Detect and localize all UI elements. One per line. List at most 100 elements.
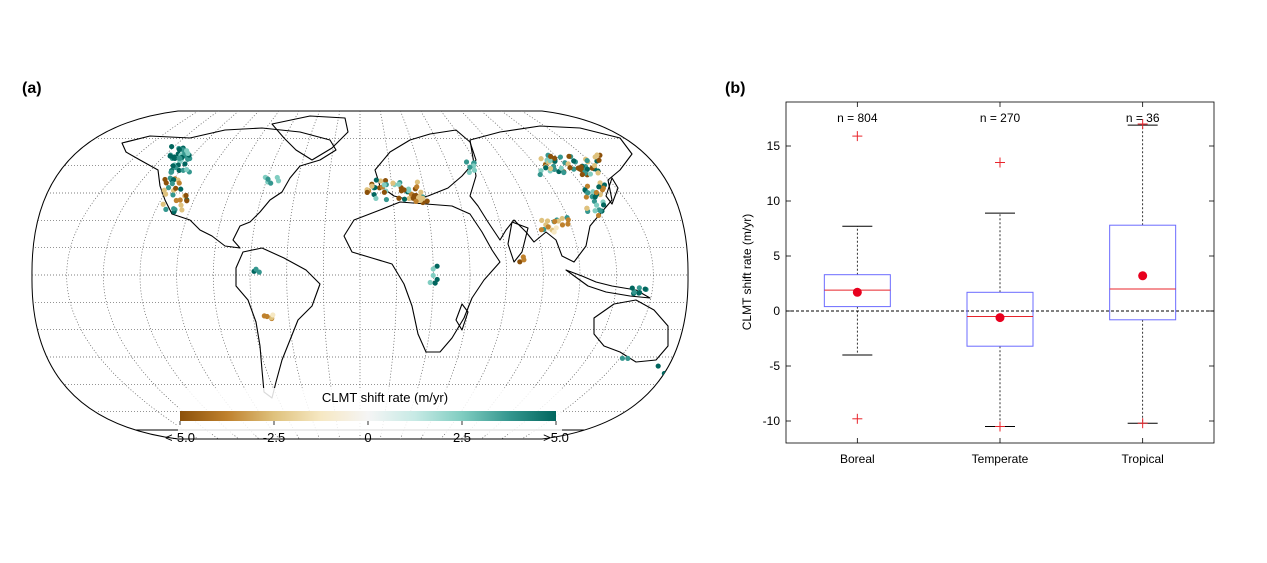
- meridian-line: [66, 111, 199, 439]
- colorbar-tick-label: >5.0: [543, 430, 569, 445]
- meridian-line: [323, 111, 341, 439]
- site-point: [265, 176, 271, 182]
- site-point: [414, 179, 421, 185]
- site-point: [543, 165, 549, 171]
- site-point: [566, 153, 572, 159]
- site-point: [167, 153, 173, 159]
- site-point: [270, 312, 276, 318]
- site-point: [369, 183, 375, 189]
- meridian-line: [521, 111, 654, 439]
- panel-a-label: (a): [22, 80, 42, 97]
- panel-b-label: (b): [725, 80, 746, 97]
- site-point: [545, 224, 551, 230]
- site-point: [596, 207, 602, 213]
- site-point: [274, 174, 280, 181]
- colorbar-title: CLMT shift rate (m/yr): [322, 390, 448, 405]
- site-point: [378, 178, 384, 184]
- site-points: [160, 143, 675, 377]
- site-point: [571, 158, 577, 164]
- x-tick-label: Tropical: [1122, 452, 1164, 466]
- site-point: [171, 206, 177, 212]
- y-axis-label: CLMT shift rate (m/yr): [740, 214, 754, 330]
- site-point: [413, 198, 419, 204]
- site-point: [517, 259, 523, 265]
- site-point: [561, 169, 567, 176]
- greenland-outline: [271, 115, 349, 161]
- mean-point: [852, 287, 862, 297]
- site-point: [600, 185, 607, 191]
- site-point: [430, 272, 436, 279]
- site-point: [396, 181, 402, 187]
- mean-point: [995, 313, 1005, 323]
- site-point: [591, 163, 598, 169]
- site-point: [406, 187, 412, 194]
- site-point: [424, 198, 430, 204]
- site-point: [591, 198, 598, 204]
- india-outline: [507, 221, 529, 263]
- site-point: [176, 167, 182, 174]
- site-point: [592, 154, 598, 160]
- site-point: [601, 202, 607, 208]
- site-point: [553, 225, 559, 231]
- madagascar-outline: [455, 303, 469, 331]
- site-point: [373, 195, 379, 202]
- site-point: [565, 221, 571, 227]
- site-point: [575, 165, 581, 171]
- site-point: [579, 171, 585, 178]
- site-point: [418, 189, 424, 195]
- site-point: [264, 313, 270, 320]
- site-point: [471, 167, 478, 173]
- site-point: [551, 155, 558, 161]
- south-america-outline: [235, 247, 321, 399]
- meridian-line: [379, 111, 397, 439]
- site-point: [373, 177, 379, 183]
- site-point: [592, 208, 598, 214]
- meridian-line: [212, 111, 280, 439]
- site-point: [256, 269, 262, 275]
- site-point: [381, 189, 387, 195]
- mean-point: [1138, 271, 1148, 281]
- site-point: [619, 355, 626, 361]
- site-point: [565, 217, 571, 223]
- site-point: [396, 195, 402, 201]
- site-point: [629, 285, 635, 291]
- site-point: [416, 194, 423, 200]
- colorbar-tick-label: -2.5: [263, 430, 285, 445]
- site-point: [559, 222, 566, 228]
- box-boreal: n = 804: [823, 111, 891, 424]
- site-point: [390, 180, 396, 186]
- site-point: [162, 176, 168, 183]
- site-point: [185, 156, 191, 162]
- site-point: [184, 148, 190, 154]
- site-point: [383, 196, 390, 203]
- site-point: [642, 286, 648, 292]
- site-point: [548, 153, 554, 160]
- site-point: [178, 186, 184, 192]
- site-point: [565, 161, 571, 167]
- colorbar-tick-label: 0: [364, 430, 371, 445]
- site-point: [537, 171, 543, 178]
- site-point: [163, 206, 169, 212]
- site-point: [585, 190, 591, 196]
- site-point: [466, 169, 472, 175]
- x-tick-label: Temperate: [972, 452, 1029, 466]
- site-point: [178, 202, 184, 208]
- site-point: [434, 263, 440, 269]
- site-point: [169, 181, 175, 187]
- site-point: [170, 177, 177, 183]
- y-tick-label: 10: [767, 194, 781, 208]
- site-point: [538, 227, 545, 233]
- site-point: [173, 197, 179, 204]
- site-point: [430, 266, 436, 272]
- outlier-marker: [995, 157, 1005, 168]
- site-point: [593, 202, 600, 208]
- site-point: [558, 165, 564, 171]
- sample-count-label: n = 804: [837, 111, 878, 125]
- site-point: [414, 184, 420, 190]
- site-point: [584, 183, 591, 189]
- site-point: [268, 180, 274, 186]
- site-point: [170, 192, 176, 198]
- site-point: [557, 154, 563, 160]
- box-tropical: n = 36: [1109, 111, 1177, 429]
